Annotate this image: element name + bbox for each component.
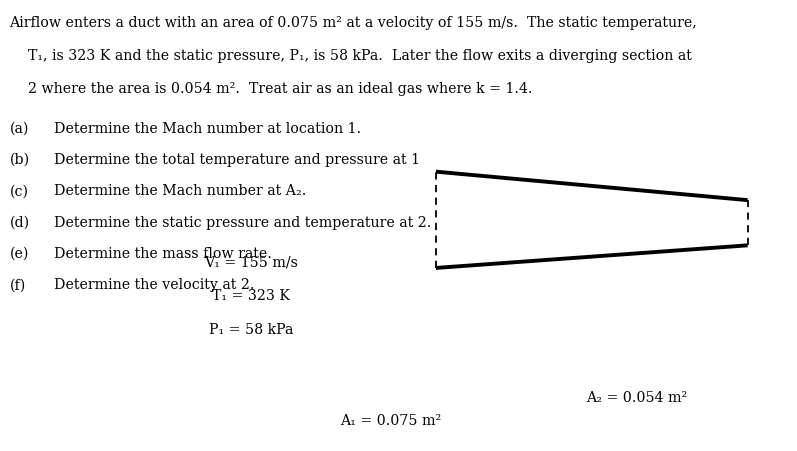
Text: Determine the static pressure and temperature at 2.: Determine the static pressure and temper… — [54, 215, 431, 229]
Text: A₁ = 0.075 m²: A₁ = 0.075 m² — [340, 413, 442, 427]
Text: Determine the Mach number at location 1.: Determine the Mach number at location 1. — [54, 121, 361, 135]
Text: Determine the total temperature and pressure at 1: Determine the total temperature and pres… — [54, 152, 420, 166]
Text: A₂ = 0.054 m²: A₂ = 0.054 m² — [586, 390, 687, 404]
Text: Determine the velocity at 2.: Determine the velocity at 2. — [54, 278, 255, 292]
Text: P₁ = 58 kPa: P₁ = 58 kPa — [209, 322, 293, 336]
Text: Airflow enters a duct with an area of 0.075 m² at a velocity of 155 m/s.  The st: Airflow enters a duct with an area of 0.… — [10, 16, 697, 30]
Text: (f): (f) — [10, 278, 26, 292]
Text: (d): (d) — [10, 215, 29, 229]
Text: Determine the mass flow rate.: Determine the mass flow rate. — [54, 246, 272, 260]
Text: 2 where the area is 0.054 m².  Treat air as an ideal gas where k = 1.4.: 2 where the area is 0.054 m². Treat air … — [10, 82, 532, 96]
Text: V₁ = 155 m/s: V₁ = 155 m/s — [204, 255, 298, 269]
Text: (b): (b) — [10, 152, 29, 166]
Text: (e): (e) — [10, 246, 29, 260]
Text: (c): (c) — [10, 184, 29, 198]
Text: T₁ = 323 K: T₁ = 323 K — [212, 289, 290, 303]
Text: (a): (a) — [10, 121, 29, 135]
Text: Determine the Mach number at A₂.: Determine the Mach number at A₂. — [54, 184, 307, 198]
Text: T₁, is 323 K and the static pressure, P₁, is 58 kPa.  Later the flow exits a div: T₁, is 323 K and the static pressure, P₁… — [10, 49, 692, 63]
